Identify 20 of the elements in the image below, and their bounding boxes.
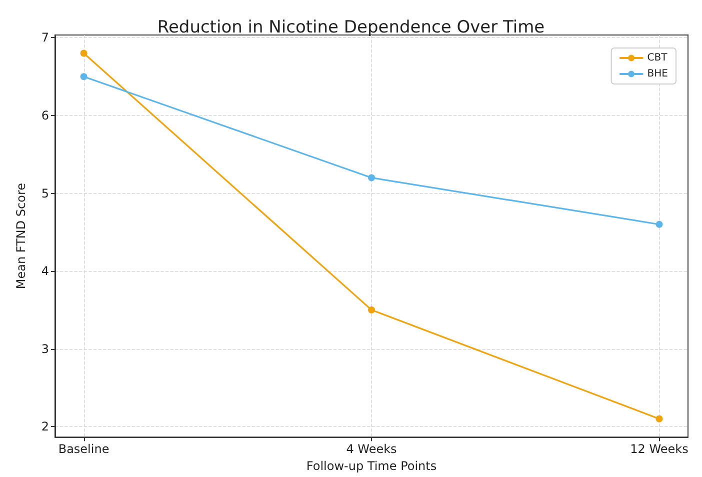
x-tick-label: Baseline bbox=[58, 442, 110, 456]
point bbox=[368, 174, 375, 182]
legend-label: BHE bbox=[647, 68, 668, 80]
point bbox=[656, 220, 663, 228]
y-axis-title: Mean FTND Score bbox=[14, 182, 28, 290]
x-tick-label: 4 Weeks bbox=[346, 442, 397, 456]
y-tick-label: 6 bbox=[41, 108, 49, 122]
y-tick-label: 7 bbox=[41, 30, 49, 45]
y-tick-label: 5 bbox=[41, 186, 49, 200]
y-tick-label: 3 bbox=[41, 342, 49, 356]
point bbox=[80, 50, 88, 57]
y-tick-label: 4 bbox=[41, 264, 49, 278]
point bbox=[368, 306, 375, 314]
point bbox=[656, 415, 663, 422]
point bbox=[80, 73, 88, 80]
x-axis-title: Follow-up Time Points bbox=[306, 459, 437, 473]
y-tick-label: 2 bbox=[41, 420, 49, 434]
legend-label: CBT bbox=[647, 52, 668, 64]
x-tick-label: 12 Weeks bbox=[630, 442, 688, 456]
chart-title: Reduction in Nicotine Dependence Over Time bbox=[157, 18, 545, 38]
